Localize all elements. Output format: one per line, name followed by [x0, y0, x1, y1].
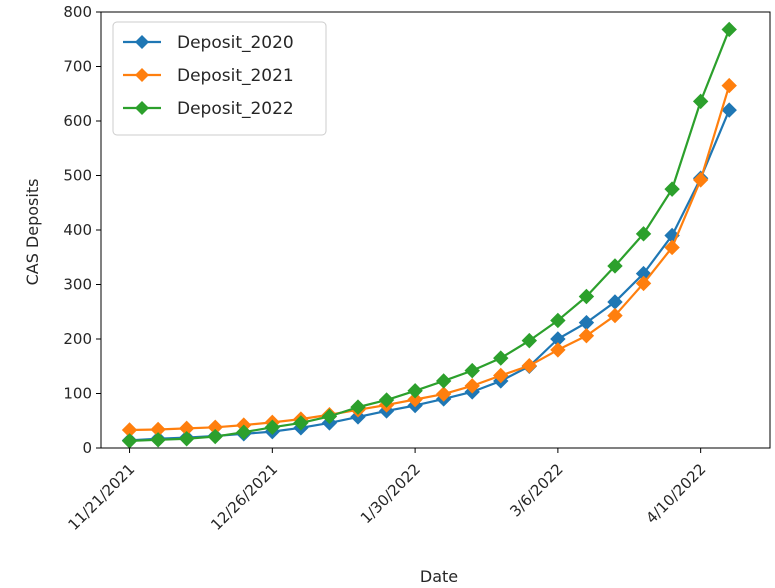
series-line — [129, 29, 731, 443]
data-point — [378, 392, 395, 408]
data-point — [721, 21, 737, 38]
data-point — [493, 367, 509, 384]
data-point — [607, 258, 623, 274]
data-point — [578, 288, 595, 305]
legend-label: Deposit_2020 — [177, 33, 294, 53]
y-axis-label: CAS Deposits — [23, 179, 42, 286]
data-point — [264, 419, 281, 435]
y-tick-label: 100 — [63, 385, 92, 403]
legend-marker — [135, 101, 149, 115]
data-point — [635, 275, 652, 292]
series-Deposit_2021 — [121, 77, 737, 438]
data-point — [692, 93, 709, 110]
series-line — [129, 85, 731, 432]
y-tick-label: 300 — [63, 276, 92, 294]
x-tick-label: 1/30/2022 — [357, 460, 424, 527]
data-point — [464, 378, 480, 394]
y-tick-label: 500 — [63, 167, 92, 185]
x-tick-label: 11/21/2021 — [65, 460, 139, 534]
x-axis: 11/21/2021 12/26/2021 1/30/2022 3/6/2022 4/1… — [65, 448, 709, 534]
legend-item: Deposit_2021 — [123, 66, 294, 86]
x-tick-label: 12/26/2021 — [207, 460, 281, 534]
x-tick-label: 4/10/2022 — [642, 460, 709, 527]
legend-label: Deposit_2021 — [177, 66, 294, 86]
legend-item: Deposit_2020 — [123, 33, 294, 53]
data-point — [293, 415, 309, 431]
data-point — [435, 386, 452, 402]
y-tick-label: 800 — [63, 3, 92, 21]
data-point — [664, 181, 680, 197]
data-point — [207, 428, 223, 445]
y-tick-label: 700 — [63, 58, 92, 76]
data-point — [121, 433, 138, 449]
data-point — [407, 383, 423, 399]
series-layer — [121, 21, 737, 449]
data-point — [692, 172, 709, 188]
data-point — [550, 342, 566, 358]
data-point — [321, 408, 338, 425]
legend-marker — [135, 68, 149, 82]
y-tick-label: 400 — [63, 221, 92, 239]
legend-box — [112, 21, 327, 136]
data-point — [178, 431, 195, 447]
data-point — [236, 424, 252, 440]
y-tick-label: 600 — [63, 112, 92, 130]
x-tick-label: 3/6/2022 — [506, 460, 566, 520]
data-point — [607, 307, 623, 324]
data-point — [493, 350, 509, 366]
series-Deposit_2022 — [121, 21, 737, 449]
legend-label: Deposit_2022 — [177, 99, 294, 119]
data-point — [464, 362, 480, 379]
data-point — [350, 399, 366, 415]
data-point — [721, 102, 737, 118]
data-point — [435, 373, 452, 389]
y-tick-label: 200 — [63, 330, 92, 348]
data-point — [521, 357, 538, 374]
y-tick-label: 0 — [82, 439, 92, 457]
data-point — [664, 239, 680, 256]
legend-marker — [135, 35, 149, 49]
data-point — [721, 77, 737, 94]
data-point — [550, 312, 566, 329]
y-axis: 0 100 200 300 400 500 600 700 800 — [63, 3, 101, 457]
legend-item: Deposit_2022 — [123, 99, 294, 119]
data-point — [635, 226, 652, 242]
data-point — [521, 332, 538, 349]
data-point — [407, 391, 423, 408]
x-axis-label: Date — [420, 567, 458, 586]
data-point — [578, 328, 595, 344]
legend: Deposit_2020 Deposit_2021 Deposit_2022 — [112, 21, 327, 136]
data-point — [150, 432, 166, 448]
